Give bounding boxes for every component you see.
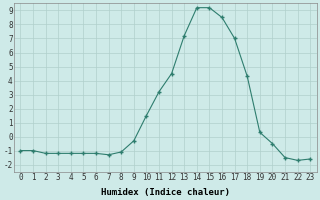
X-axis label: Humidex (Indice chaleur): Humidex (Indice chaleur) — [101, 188, 230, 197]
